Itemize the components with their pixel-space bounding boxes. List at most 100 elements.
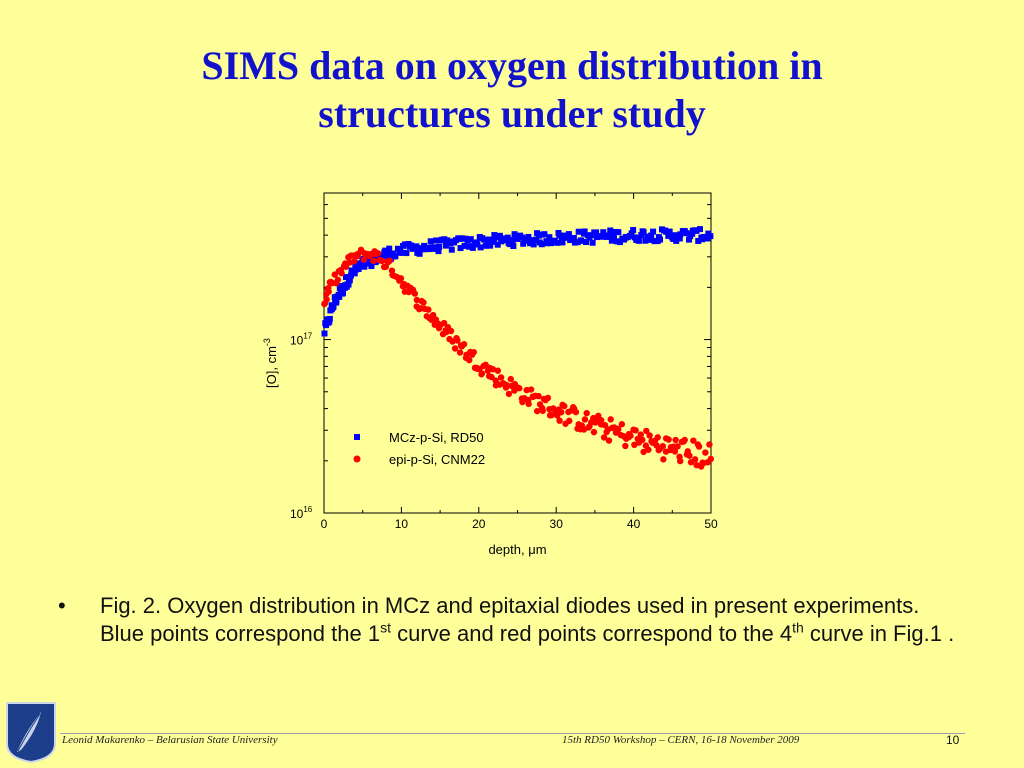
epi-data-point (686, 452, 693, 459)
mcz-data-point (494, 241, 501, 248)
mcz-data-point (535, 232, 542, 239)
epi-data-point (503, 382, 511, 389)
epi-data-point (370, 257, 377, 265)
mcz-data-point (408, 242, 415, 249)
mcz-data-point (695, 237, 702, 244)
mcz-data-point (527, 240, 534, 247)
epi-data-point (695, 443, 703, 450)
epi-data-point (674, 443, 681, 450)
mcz-data-point (382, 247, 389, 254)
epi-data-point (488, 373, 495, 381)
epi-data-point (334, 276, 342, 284)
epi-data-point (690, 437, 697, 444)
mcz-data-point (333, 297, 340, 304)
mcz-data-point (447, 240, 454, 247)
mcz-data-point (546, 234, 553, 241)
mcz-data-point (578, 237, 585, 244)
caption-part-3: curve in Fig.1 . (803, 621, 955, 646)
epi-data-point (425, 306, 432, 313)
epi-data-point (597, 417, 605, 424)
mcz-data-point (673, 237, 680, 244)
x-tick-label: 50 (704, 517, 718, 531)
slide-title-line-2: structures under study (318, 91, 706, 136)
mcz-data-point (368, 263, 375, 270)
epi-data-point (386, 257, 394, 264)
mcz-data-point (532, 236, 539, 243)
epi-data-point (646, 432, 653, 439)
x-tick-label: 40 (627, 517, 641, 531)
mcz-data-point (442, 242, 449, 249)
mcz-data-point (610, 233, 617, 240)
mcz-data-point (464, 237, 471, 244)
epi-data-point (323, 296, 330, 303)
mcz-data-point (336, 293, 343, 300)
mcz-data-point (635, 237, 642, 244)
legend-label: MCz-p-Si, RD50 (389, 430, 484, 445)
mcz-data-point (663, 228, 670, 235)
epi-data-point (460, 341, 468, 348)
epi-data-point (643, 427, 650, 435)
epi-data-point (581, 416, 589, 423)
mcz-data-point (433, 237, 440, 244)
epi-data-point (706, 441, 713, 448)
epi-data-point (590, 428, 598, 436)
mcz-data-point (416, 250, 423, 257)
caption-part-2: curve and red points correspond to the 4 (390, 621, 793, 646)
caption-sup-th: th (792, 619, 804, 636)
epi-data-point (397, 275, 405, 282)
mcz-data-point (474, 241, 481, 248)
epi-data-point (622, 442, 629, 450)
footer-event: 15th RD50 Workshop – CERN, 16-18 Novembe… (562, 734, 800, 746)
mcz-data-point (650, 228, 657, 235)
epi-data-point (672, 436, 679, 444)
epi-data-point (338, 269, 345, 277)
caption-sup-st: st (380, 619, 391, 636)
epi-data-point (342, 263, 350, 270)
mcz-data-point (510, 243, 517, 250)
caption-text: Fig. 2. Oxygen distribution in MCz and e… (100, 592, 958, 648)
mcz-data-point (581, 228, 588, 235)
mcz-data-point (345, 281, 352, 288)
mcz-data-point (538, 241, 545, 248)
epi-data-point (583, 409, 590, 417)
mcz-data-point (392, 253, 399, 260)
epi-data-point (451, 345, 459, 352)
epi-data-point (615, 426, 622, 433)
x-axis-label: depth, μm (488, 542, 546, 557)
mcz-data-point (583, 239, 590, 246)
mcz-data-point (477, 244, 484, 251)
x-tick-label: 10 (395, 517, 409, 531)
mcz-data-point (419, 246, 426, 253)
epi-data-point (640, 448, 647, 456)
mcz-data-point (435, 248, 442, 255)
epi-data-point (516, 385, 523, 392)
epi-data-point (691, 456, 699, 463)
legend-marker-epi (353, 455, 361, 463)
epi-data-point (382, 263, 390, 270)
mcz-data-point (346, 277, 353, 284)
mcz-data-point (605, 232, 612, 239)
epi-data-point (556, 417, 563, 424)
y-axis-label: [O], cm-3 (262, 338, 279, 388)
mcz-data-point (519, 234, 526, 241)
mcz-data-point (461, 242, 468, 249)
mcz-data-point (467, 236, 474, 243)
mcz-data-point (342, 274, 349, 281)
epi-data-point (607, 416, 614, 423)
mcz-data-point (482, 242, 489, 249)
epi-data-point (507, 375, 514, 383)
x-tick-label: 0 (321, 517, 328, 531)
epi-data-point (665, 436, 672, 443)
epi-data-point (470, 348, 477, 356)
epi-data-point (659, 442, 667, 450)
mcz-data-point (496, 232, 503, 239)
mcz-data-point (326, 315, 333, 322)
mcz-data-point (607, 227, 614, 234)
epi-data-point (544, 394, 552, 402)
epi-data-point (681, 436, 688, 444)
mcz-data-point (427, 238, 434, 245)
mcz-data-point (425, 246, 432, 253)
mcz-data-point (570, 234, 577, 241)
epi-data-point (411, 290, 419, 297)
